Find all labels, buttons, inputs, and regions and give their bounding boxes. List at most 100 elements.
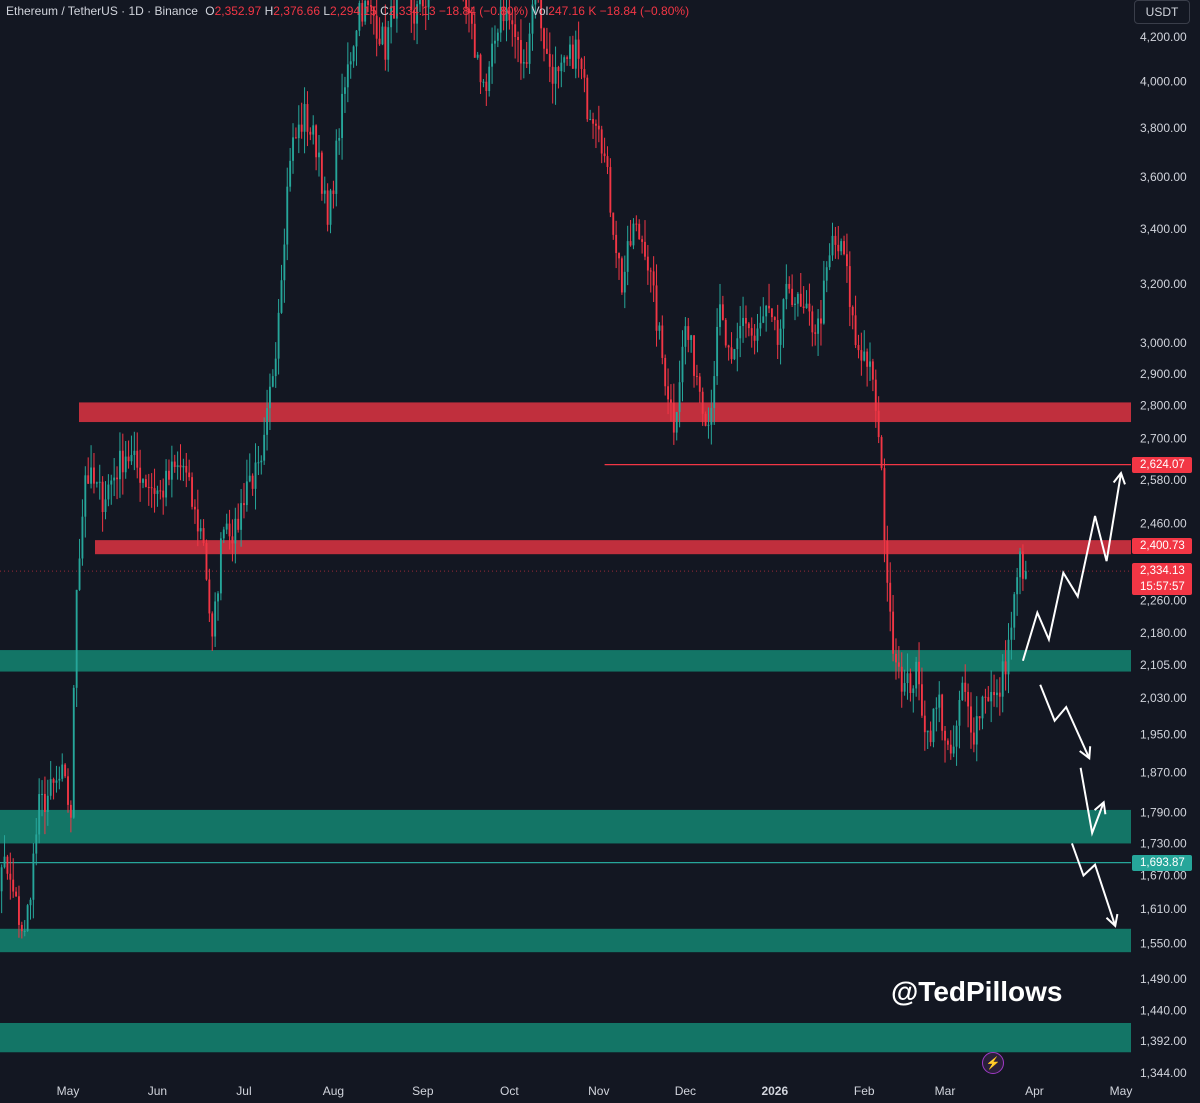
candle — [880, 435, 883, 471]
candle — [522, 49, 525, 79]
candle — [811, 305, 814, 347]
candle — [840, 238, 843, 256]
candle — [485, 73, 488, 106]
projection-arrow-2[interactable] — [1079, 767, 1105, 837]
candle — [938, 681, 941, 723]
candle — [384, 4, 387, 71]
candle — [955, 720, 958, 766]
candle — [219, 532, 222, 601]
candle — [136, 432, 139, 479]
candle — [101, 476, 104, 532]
candle — [335, 129, 338, 207]
candle — [903, 669, 906, 696]
candle — [240, 489, 243, 547]
candle — [877, 396, 880, 444]
candle — [857, 334, 860, 359]
zones-layer — [0, 402, 1131, 1053]
candle — [410, 0, 413, 33]
currency-button[interactable]: USDT — [1134, 0, 1190, 24]
candle — [900, 652, 903, 708]
symbol-title[interactable]: Ethereum / TetherUS · 1D · Binance — [6, 4, 198, 18]
candle — [344, 76, 346, 114]
support-zone-2[interactable] — [0, 650, 1131, 672]
close-value: 2,334.13 — [388, 4, 436, 18]
support-zone-3[interactable] — [0, 809, 1131, 844]
candle — [739, 306, 742, 358]
candle — [413, 0, 416, 41]
candle — [352, 45, 355, 68]
arrow-head-icon — [1079, 746, 1092, 761]
candle — [297, 105, 300, 154]
candle — [269, 373, 271, 430]
candle — [266, 389, 268, 451]
candle — [658, 322, 661, 340]
candle — [912, 685, 915, 713]
y-tick-label: 3,600.00 — [1140, 170, 1187, 184]
support-zone-5[interactable] — [0, 1022, 1131, 1053]
candle — [309, 127, 312, 141]
y-tick-label: 1,490.00 — [1140, 972, 1187, 986]
candle — [649, 267, 652, 293]
candle — [55, 765, 58, 793]
candle — [35, 818, 38, 866]
candle — [978, 716, 981, 731]
candle — [271, 369, 274, 388]
candle — [496, 28, 499, 48]
candle — [508, 0, 511, 30]
price-tag-value: 2,334.13 — [1140, 565, 1185, 578]
candle — [257, 445, 260, 476]
candle — [32, 843, 35, 919]
candle — [707, 407, 710, 439]
candle — [670, 384, 672, 422]
candle — [906, 653, 909, 700]
projection-arrow-3[interactable] — [1071, 843, 1117, 927]
candle — [1019, 547, 1021, 595]
candle — [719, 283, 721, 336]
open-label: O — [205, 4, 215, 18]
candle — [254, 443, 257, 510]
x-tick-label: 2026 — [761, 1084, 788, 1098]
resistance-zone-1[interactable] — [95, 540, 1131, 555]
low-value: 2,294.15 — [330, 4, 377, 18]
time-axis[interactable]: May Jun Jul Aug Sep Oct Nov Dec 2026 Feb Mar Apr May — [57, 1084, 1133, 1098]
support-zone-4[interactable] — [0, 928, 1131, 953]
candle — [72, 684, 75, 819]
candle — [672, 383, 675, 445]
candle — [646, 245, 649, 285]
candle — [130, 435, 133, 465]
candle — [75, 589, 78, 708]
candle — [768, 283, 770, 314]
candle — [851, 305, 854, 330]
candle — [687, 317, 690, 353]
candle — [193, 499, 196, 524]
projection-arrow-1[interactable] — [1039, 684, 1091, 759]
candle — [750, 317, 753, 348]
projection-arrow-0[interactable] — [1021, 472, 1122, 662]
candle — [196, 489, 199, 547]
candle — [127, 440, 130, 469]
candle — [638, 219, 641, 240]
candle — [228, 509, 231, 550]
candle — [785, 264, 788, 310]
candle — [427, 0, 430, 20]
resistance-zone-0[interactable] — [79, 402, 1131, 423]
candle — [626, 225, 629, 286]
candle — [592, 112, 594, 139]
candle — [378, 17, 381, 46]
candle — [243, 483, 245, 519]
candle — [1001, 654, 1004, 713]
candle — [612, 212, 615, 240]
candle — [796, 291, 799, 317]
y-tick-label: 1,670.00 — [1140, 869, 1187, 883]
y-tick-label: 3,400.00 — [1140, 222, 1187, 236]
candle — [168, 459, 170, 486]
y-tick-label: 2,800.00 — [1140, 399, 1187, 413]
y-tick-label: 2,180.00 — [1140, 626, 1187, 640]
candle — [941, 693, 944, 741]
candle — [860, 332, 863, 376]
candle — [825, 261, 828, 293]
volume-value: 247.16 K — [548, 4, 597, 18]
lightning-icon[interactable]: ⚡ — [982, 1052, 1004, 1074]
candle — [782, 298, 785, 348]
